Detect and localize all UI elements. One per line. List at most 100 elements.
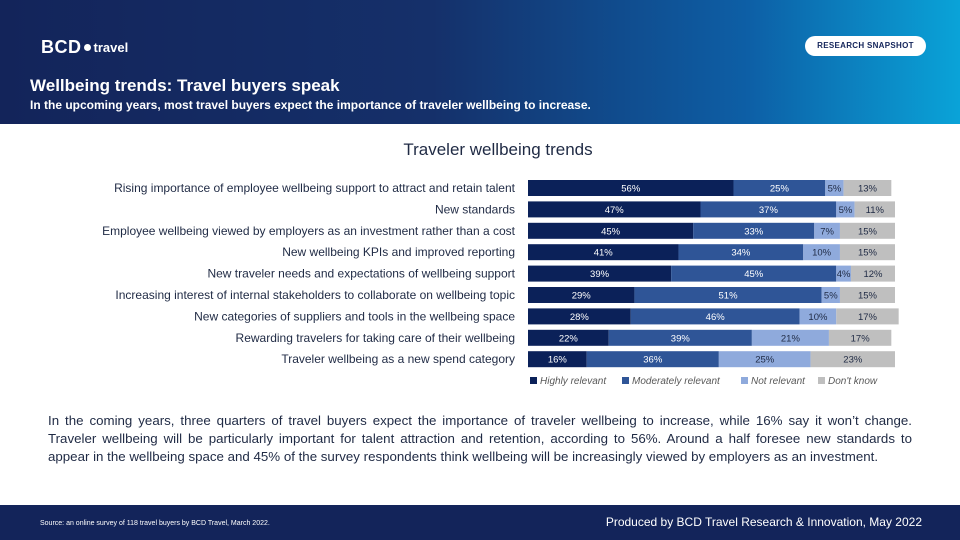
bar-moderately-relevant xyxy=(586,351,719,368)
bar-not-relevant xyxy=(799,308,837,325)
bar-dont-know xyxy=(843,180,892,196)
bar-moderately-relevant xyxy=(678,244,804,261)
bar-highly-relevant xyxy=(528,351,587,368)
data-label: 5% xyxy=(828,184,842,195)
bar-moderately-relevant xyxy=(630,308,800,325)
category-label: New wellbeing KPIs and improved reportin… xyxy=(282,245,515,259)
bar-not-relevant xyxy=(814,222,840,239)
bar-dont-know xyxy=(839,287,895,303)
category-label: New categories of suppliers and tools in… xyxy=(194,309,515,323)
bar-moderately-relevant xyxy=(634,287,822,303)
bar-not-relevant xyxy=(803,244,840,261)
data-label: 25% xyxy=(770,184,790,195)
source-note: Source: an online survey of 118 travel b… xyxy=(40,520,270,527)
bar-not-relevant xyxy=(825,180,844,196)
data-label: 16% xyxy=(548,355,568,366)
data-label: 36% xyxy=(643,355,663,366)
bar-highly-relevant xyxy=(528,180,734,196)
data-label: 45% xyxy=(601,226,621,237)
data-label: 15% xyxy=(858,291,878,302)
summary-paragraph: In the coming years, three quarters of t… xyxy=(48,413,912,464)
bar-moderately-relevant xyxy=(700,201,837,218)
category-label: Rising importance of employee wellbeing … xyxy=(114,181,516,195)
logo-dot-icon xyxy=(83,43,91,51)
data-label: 12% xyxy=(863,269,883,280)
category-label: New traveler needs and expectations of w… xyxy=(207,267,515,281)
bar-moderately-relevant xyxy=(693,222,815,239)
category-label: Rewarding travelers for taking care of t… xyxy=(236,331,515,345)
data-label: 4% xyxy=(837,269,851,280)
data-label: 13% xyxy=(858,184,878,195)
page-subtitle: In the upcoming years, most travel buyer… xyxy=(30,98,591,112)
page-title: Wellbeing trends: Travel buyers speak xyxy=(30,76,340,95)
data-label: 33% xyxy=(744,226,764,237)
legend-label-dont-know: Don't know xyxy=(828,376,878,387)
bar-not-relevant xyxy=(836,265,851,282)
category-label: Employee wellbeing viewed by employers a… xyxy=(102,224,516,238)
data-label: 15% xyxy=(858,226,878,237)
data-label: 17% xyxy=(851,333,871,344)
data-label: 21% xyxy=(781,333,801,344)
legend-swatch-not-relevant xyxy=(741,377,748,384)
bar-dont-know xyxy=(850,265,895,282)
bar-dont-know xyxy=(810,351,895,368)
data-label: 28% xyxy=(570,312,590,323)
logo-travel-text: travel xyxy=(93,39,129,55)
bar-highly-relevant xyxy=(528,287,635,303)
data-label: 17% xyxy=(858,312,878,323)
data-label: 34% xyxy=(731,248,751,259)
produced-by-note: Produced by BCD Travel Research & Innova… xyxy=(605,515,922,529)
data-label: 56% xyxy=(621,184,641,195)
bar-not-relevant xyxy=(718,351,811,368)
bcd-travel-logo[interactable]: BCD travel xyxy=(41,36,128,58)
data-label: 10% xyxy=(812,248,832,259)
data-label: 15% xyxy=(858,248,878,259)
data-label: 51% xyxy=(719,291,739,302)
data-label: 46% xyxy=(706,312,726,323)
category-label: Increasing interest of internal stakehol… xyxy=(115,288,515,302)
data-label: 37% xyxy=(759,205,779,216)
header-banner: BCD travel RESEARCH SNAPSHOT Wellbeing t… xyxy=(0,0,960,124)
category-label: Traveler wellbeing as a new spend catego… xyxy=(281,352,515,366)
legend-swatch-moderately-relevant xyxy=(622,377,629,384)
data-label: 23% xyxy=(843,355,863,366)
bar-highly-relevant xyxy=(528,222,694,239)
legend-label-not-relevant: Not relevant xyxy=(751,376,806,387)
data-label: 25% xyxy=(755,355,775,366)
bar-highly-relevant xyxy=(528,244,679,261)
data-label: 41% xyxy=(594,248,614,259)
legend-swatch-dont-know xyxy=(818,377,825,384)
bar-not-relevant xyxy=(751,329,829,346)
bar-not-relevant xyxy=(821,287,840,303)
data-label: 5% xyxy=(839,205,853,216)
bar-dont-know xyxy=(839,222,895,239)
bar-highly-relevant xyxy=(528,201,701,218)
bar-dont-know xyxy=(839,244,895,261)
bar-moderately-relevant xyxy=(733,180,826,196)
bar-highly-relevant xyxy=(528,329,609,346)
legend-label-highly-relevant: Highly relevant xyxy=(540,376,607,387)
data-label: 29% xyxy=(572,291,592,302)
bar-moderately-relevant xyxy=(608,329,752,346)
chart-title: Traveler wellbeing trends xyxy=(403,140,592,159)
bar-highly-relevant xyxy=(528,265,672,282)
legend-label-moderately-relevant: Moderately relevant xyxy=(632,376,721,387)
bar-dont-know xyxy=(828,329,892,346)
data-label: 22% xyxy=(559,333,579,344)
data-label: 5% xyxy=(824,291,838,302)
bar-moderately-relevant xyxy=(671,265,837,282)
data-label: 11% xyxy=(866,205,885,216)
logo-bcd-text: BCD xyxy=(41,36,82,57)
data-label: 39% xyxy=(590,269,610,280)
data-label: 45% xyxy=(744,269,764,280)
category-label: New standards xyxy=(435,202,515,216)
research-snapshot-badge: RESEARCH SNAPSHOT xyxy=(805,36,926,56)
data-label: 39% xyxy=(671,333,691,344)
data-label: 47% xyxy=(605,205,625,216)
legend-swatch-highly-relevant xyxy=(530,377,537,384)
wellbeing-trends-chart: Traveler wellbeing trends Rising importan… xyxy=(102,140,899,387)
bar-dont-know xyxy=(836,308,899,325)
data-label: 7% xyxy=(820,226,834,237)
bar-dont-know xyxy=(854,201,895,218)
footer-bar: Source: an online survey of 118 travel b… xyxy=(0,505,960,540)
